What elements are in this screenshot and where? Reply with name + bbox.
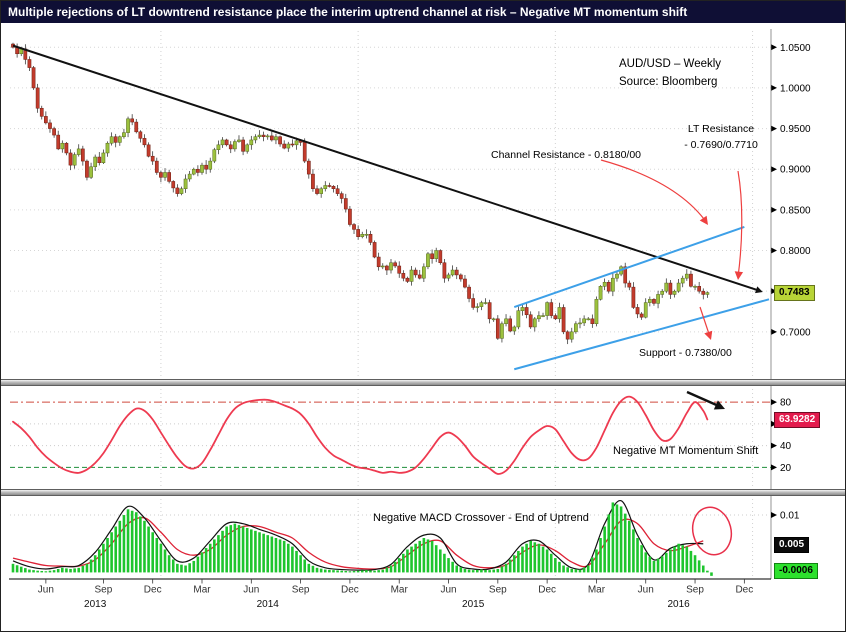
svg-text:2016: 2016: [667, 599, 690, 610]
source-label: Source: Bloomberg: [619, 75, 718, 88]
macd-hist-value-badge: -0.0006: [774, 563, 818, 579]
momentum-panel: 80604020: [10, 395, 792, 475]
svg-text:0.9500: 0.9500: [780, 124, 811, 135]
svg-text:Jun: Jun: [243, 585, 259, 596]
svg-text:0.01: 0.01: [780, 511, 800, 522]
momentum-shift-arrow: [686, 390, 725, 410]
panel-separator: [1, 379, 845, 386]
svg-text:Sep: Sep: [489, 585, 507, 596]
svg-text:Dec: Dec: [538, 585, 556, 596]
svg-text:Sep: Sep: [292, 585, 310, 596]
svg-text:1.0500: 1.0500: [780, 43, 811, 54]
x-axis: Jun Sep Dec Mar Jun Sep Dec Mar Jun Sep Dec Mar Jun S…: [9, 578, 771, 610]
annotation-support: Support - 0.7380/00: [639, 347, 732, 359]
macd-value-badge: 0.005: [774, 537, 810, 553]
annotation-arrows: [600, 159, 744, 340]
svg-text:Dec: Dec: [341, 585, 359, 596]
annotation-macd-crossover: Negative MACD Crossover - End of Uptrend: [373, 512, 589, 524]
svg-text:2013: 2013: [84, 599, 107, 610]
svg-text:2015: 2015: [462, 599, 485, 610]
annotation-lt-resistance: LT Resistance - 0.7690/0.7710: [669, 121, 773, 154]
svg-text:0.9000: 0.9000: [780, 165, 811, 176]
macd-line: [12, 500, 704, 571]
macd-histogram: [11, 502, 713, 576]
price-axis: 1.05001.00000.95000.90000.85000.80000.75…: [10, 29, 811, 579]
svg-text:40: 40: [780, 441, 792, 452]
svg-text:0.8000: 0.8000: [780, 246, 811, 257]
annotation-momentum-shift: Negative MT Momentum Shift: [613, 445, 759, 457]
svg-text:Jun: Jun: [440, 585, 456, 596]
svg-text:Jun: Jun: [38, 585, 54, 596]
annotation-channel-resistance: Channel Resistance - 0.8180/00: [491, 149, 642, 161]
momentum-value-badge: 63.9282: [774, 412, 821, 428]
svg-text:Dec: Dec: [144, 585, 162, 596]
svg-text:Sep: Sep: [94, 585, 112, 596]
svg-text:0.7000: 0.7000: [780, 327, 811, 338]
chart-title: Multiple rejections of LT downtrend resi…: [8, 5, 688, 19]
svg-text:Dec: Dec: [735, 585, 753, 596]
panel-separator: [1, 489, 845, 496]
svg-text:Mar: Mar: [588, 585, 606, 596]
svg-text:80: 80: [780, 398, 792, 409]
svg-text:Mar: Mar: [193, 585, 211, 596]
instrument-block: AUD/USD – Weekly Source: Bloomberg: [619, 56, 721, 92]
svg-text:1.0000: 1.0000: [780, 83, 811, 94]
chart-title-bar: Multiple rejections of LT downtrend resi…: [1, 1, 845, 23]
instrument-name: AUD/USD – Weekly: [619, 58, 722, 70]
annotation-lt-resistance-line1: LT Resistance: [687, 123, 755, 135]
svg-text:2014: 2014: [257, 599, 280, 610]
svg-text:Mar: Mar: [391, 585, 409, 596]
downtrend-resistance-line: [12, 44, 763, 294]
uptrend-channel-lines: [513, 226, 770, 371]
svg-text:Jun: Jun: [638, 585, 654, 596]
svg-text:0.8500: 0.8500: [780, 205, 811, 216]
momentum-line: [12, 395, 709, 475]
candlestick-series: [11, 42, 710, 345]
annotation-lt-resistance-line2: - 0.7690/0.7710: [684, 139, 758, 152]
crossover-highlight-ellipse: [691, 506, 733, 556]
svg-text:20: 20: [780, 463, 792, 474]
last-price-badge: 0.7483: [774, 285, 815, 301]
svg-text:Sep: Sep: [686, 585, 704, 596]
